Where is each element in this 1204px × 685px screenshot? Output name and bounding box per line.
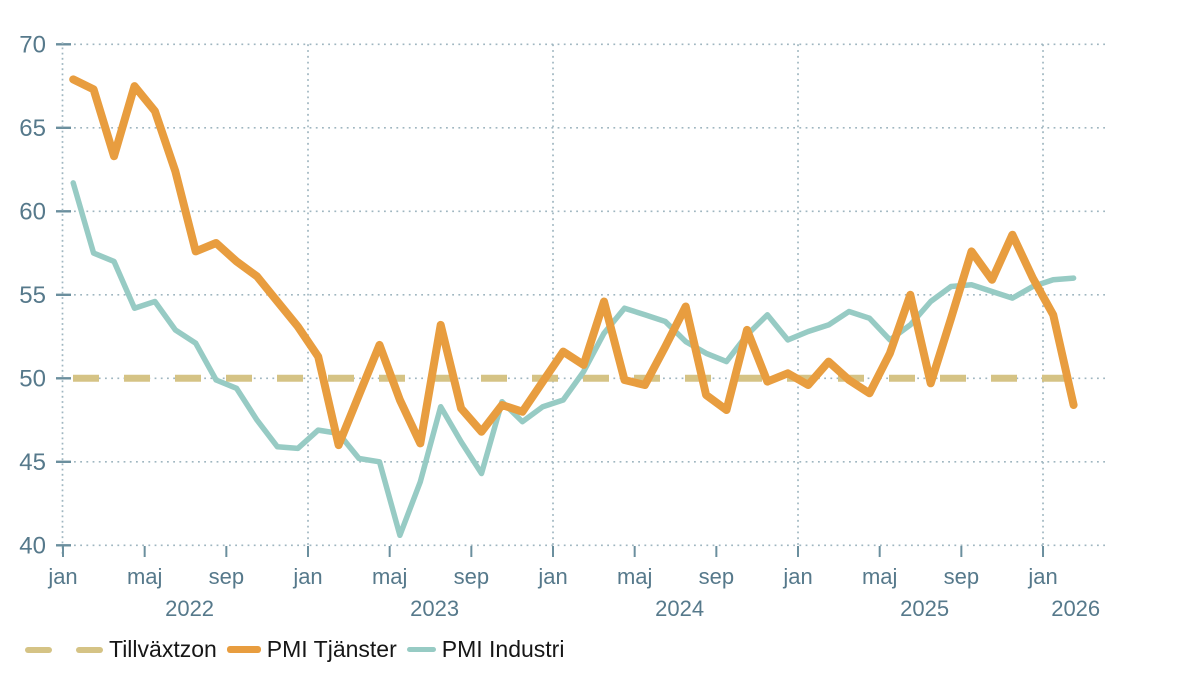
x-tick-label: jan <box>1027 564 1057 589</box>
y-tick-label: 65 <box>19 115 46 142</box>
legend-item-pmi-tjanster: PMI Tjänster <box>226 636 397 663</box>
dashed-line-icon <box>25 646 103 653</box>
x-tick-label: jan <box>47 564 77 589</box>
x-tick-label: sep <box>454 564 489 589</box>
x-tick-label: sep <box>209 564 244 589</box>
x-tick-label: sep <box>699 564 734 589</box>
x-tick-label: sep <box>944 564 979 589</box>
x-year-label: 2022 <box>165 596 214 621</box>
legend-label-pmi-industri: PMI Industri <box>441 636 565 662</box>
legend-label-tillvaxtzon: Tillväxtzon <box>109 636 217 662</box>
legend-label-pmi-tjanster: PMI Tjänster <box>266 636 397 662</box>
x-tick-label: maj <box>372 564 407 589</box>
series-line-pmi-tj-nster <box>69 75 1078 450</box>
x-tick-label: maj <box>617 564 652 589</box>
y-tick-label: 60 <box>19 198 46 225</box>
y-tick-label: 70 <box>19 31 46 58</box>
teal-line-icon <box>406 647 436 652</box>
y-tick-label: 50 <box>19 365 46 392</box>
legend-item-pmi-industri: PMI Industri <box>406 636 565 663</box>
x-tick-label: jan <box>782 564 812 589</box>
x-tick-label: maj <box>127 564 162 589</box>
x-year-label: 2026 <box>1051 596 1100 621</box>
legend-item-tillvaxtzon: Tillväxtzon <box>25 636 217 663</box>
x-tick-label: jan <box>537 564 567 589</box>
y-tick-label: 55 <box>19 282 46 309</box>
legend: Tillväxtzon PMI Tjänster PMI Industri <box>25 636 564 663</box>
y-tick-label: 45 <box>19 449 46 476</box>
x-year-label: 2025 <box>900 596 949 621</box>
x-tick-label: jan <box>292 564 322 589</box>
y-tick-label: 40 <box>19 532 46 559</box>
x-year-label: 2023 <box>410 596 459 621</box>
orange-line-icon <box>226 646 261 653</box>
series-line-pmi-industri <box>70 180 1077 539</box>
x-year-label: 2024 <box>655 596 704 621</box>
x-tick-label: maj <box>862 564 897 589</box>
